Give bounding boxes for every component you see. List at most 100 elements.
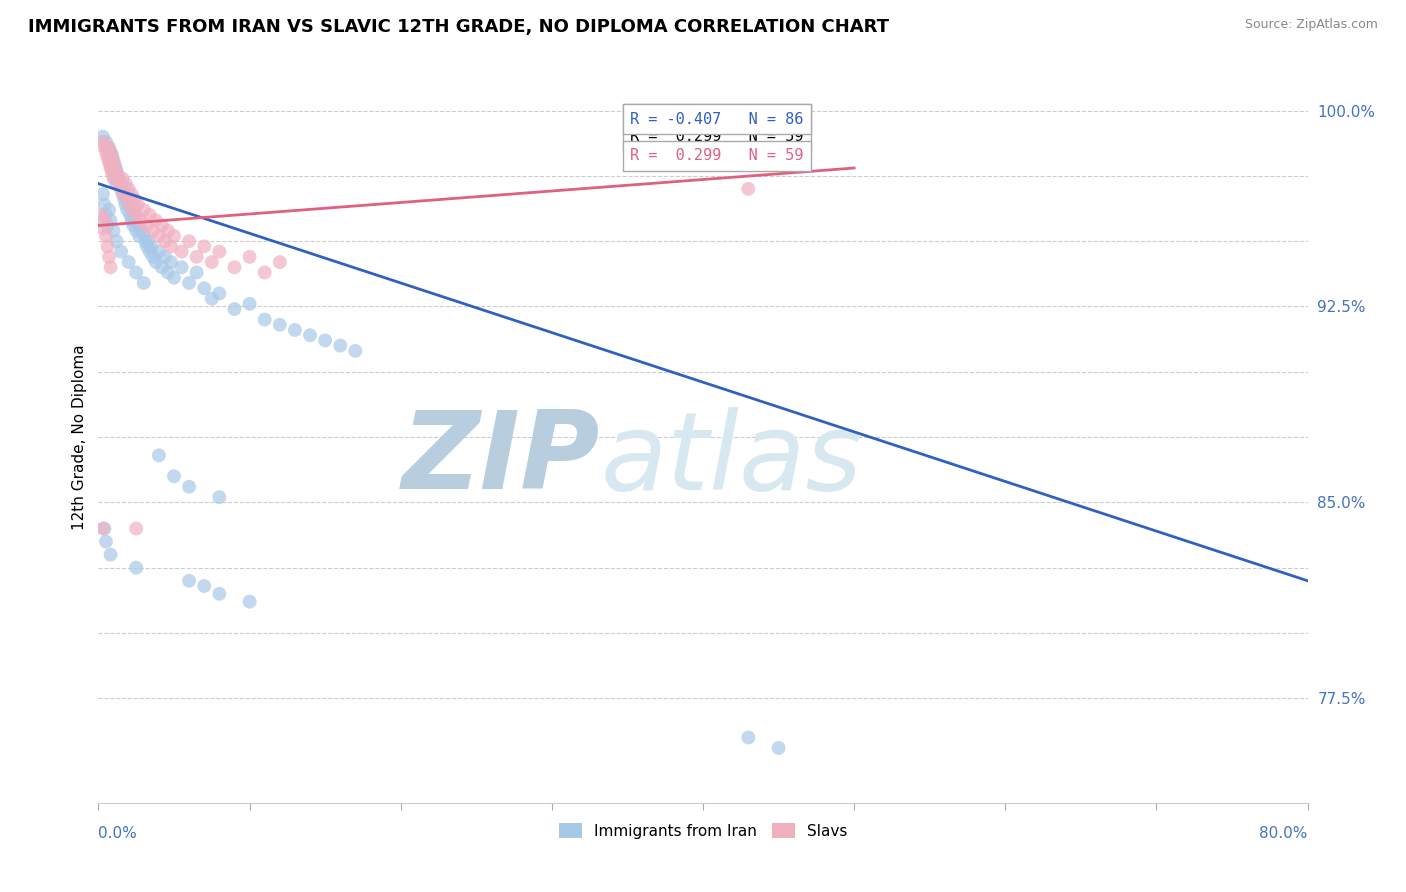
Point — [98, 151, 121, 165]
Point — [163, 229, 186, 244]
Point — [120, 208, 142, 222]
Point — [170, 244, 193, 259]
Point — [94, 229, 117, 244]
Point — [208, 244, 231, 259]
Point — [127, 216, 149, 230]
Point — [93, 140, 115, 154]
Point — [768, 741, 790, 756]
Point — [94, 135, 117, 149]
Point — [100, 260, 122, 275]
Point — [148, 448, 170, 462]
Point — [100, 145, 122, 160]
Point — [103, 224, 125, 238]
Point — [103, 153, 125, 168]
Point — [148, 244, 170, 259]
Point — [118, 194, 141, 209]
Point — [107, 171, 129, 186]
Point — [145, 213, 167, 227]
Text: R = -0.407   N = 86: R = -0.407 N = 86 — [630, 112, 804, 127]
Point — [239, 297, 262, 311]
Point — [141, 239, 163, 253]
Point — [208, 286, 231, 301]
Point — [100, 145, 122, 160]
Point — [128, 229, 150, 244]
Point — [100, 155, 122, 169]
Point — [91, 187, 114, 202]
Point — [93, 197, 115, 211]
Point — [160, 255, 183, 269]
Point — [90, 208, 112, 222]
Point — [94, 208, 117, 222]
Point — [253, 312, 276, 326]
Point — [96, 219, 118, 233]
Point — [125, 266, 148, 280]
Point — [101, 161, 124, 175]
Point — [179, 480, 201, 494]
Point — [103, 171, 125, 186]
Point — [91, 129, 114, 144]
Point — [100, 161, 122, 175]
Point — [135, 219, 157, 233]
Point — [101, 148, 124, 162]
Point — [98, 202, 121, 217]
Point — [186, 250, 208, 264]
Point — [148, 229, 170, 244]
Point — [124, 193, 146, 207]
Point — [142, 224, 165, 238]
Point — [314, 334, 336, 348]
Point — [111, 171, 134, 186]
Point — [104, 171, 127, 186]
Point — [179, 276, 201, 290]
Point — [104, 158, 127, 172]
Text: atlas: atlas — [600, 407, 862, 511]
Point — [96, 151, 118, 165]
Point — [104, 161, 127, 175]
Point — [135, 239, 157, 253]
Point — [115, 193, 138, 207]
Point — [100, 548, 122, 562]
Point — [118, 255, 141, 269]
Point — [179, 234, 201, 248]
Text: 0.0%: 0.0% — [98, 825, 138, 840]
Point — [93, 522, 115, 536]
Legend: Immigrants from Iran, Slavs: Immigrants from Iran, Slavs — [551, 815, 855, 847]
Point — [121, 213, 143, 227]
Point — [134, 234, 156, 248]
Point — [269, 318, 291, 332]
Point — [110, 182, 132, 196]
Point — [150, 260, 173, 275]
Point — [208, 490, 231, 504]
Point — [150, 219, 173, 233]
Point — [91, 221, 114, 235]
Point — [94, 534, 117, 549]
Point — [125, 208, 148, 222]
Point — [108, 174, 131, 188]
Point — [269, 255, 291, 269]
Point — [132, 227, 155, 241]
Point — [105, 166, 128, 180]
Point — [129, 213, 152, 227]
Point — [110, 182, 132, 196]
Point — [253, 266, 276, 280]
Point — [114, 177, 136, 191]
Point — [103, 166, 125, 180]
Point — [193, 281, 215, 295]
Text: ZIP: ZIP — [402, 406, 600, 512]
Point — [163, 270, 186, 285]
Point — [125, 560, 148, 574]
Point — [136, 234, 159, 248]
Text: Source: ZipAtlas.com: Source: ZipAtlas.com — [1244, 18, 1378, 31]
Point — [96, 239, 118, 253]
Point — [224, 260, 246, 275]
Point — [344, 343, 367, 358]
Point — [105, 234, 128, 248]
Point — [96, 140, 118, 154]
Text: IMMIGRANTS FROM IRAN VS SLAVIC 12TH GRADE, NO DIPLOMA CORRELATION CHART: IMMIGRANTS FROM IRAN VS SLAVIC 12TH GRAD… — [28, 18, 889, 36]
Y-axis label: 12th Grade, No Diploma: 12th Grade, No Diploma — [72, 344, 87, 530]
Point — [193, 239, 215, 253]
Point — [153, 234, 176, 248]
Point — [186, 266, 208, 280]
Point — [112, 187, 135, 202]
Point — [110, 244, 132, 259]
Point — [107, 169, 129, 183]
